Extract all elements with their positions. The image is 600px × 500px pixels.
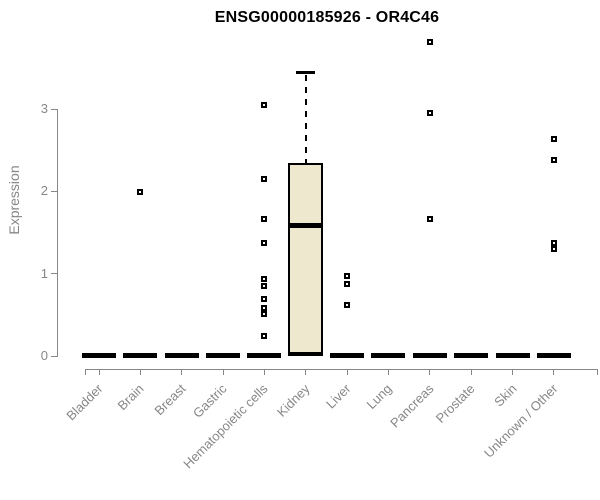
- x-axis-tick: [387, 369, 389, 375]
- zero-value-box: [536, 352, 571, 358]
- chart-title: ENSG00000185926 - OR4C46: [214, 9, 440, 26]
- zero-value-box: [495, 352, 530, 358]
- x-axis-end-tick: [597, 369, 598, 375]
- y-axis-tick-label: 0: [40, 348, 48, 363]
- outlier-point: [137, 189, 144, 196]
- outlier-point: [261, 215, 268, 222]
- zero-value-box: [454, 352, 489, 358]
- x-axis-tick: [98, 369, 100, 375]
- outlier-point: [550, 157, 557, 164]
- x-axis-tick: [139, 369, 141, 375]
- zero-value-box: [371, 352, 406, 358]
- zero-value-box: [164, 352, 199, 358]
- outlier-point: [344, 273, 351, 280]
- y-axis-tick: [51, 273, 57, 275]
- x-axis-tick: [305, 369, 307, 375]
- outlier-point: [426, 215, 433, 222]
- outlier-point: [344, 281, 351, 288]
- whisker-cap: [296, 71, 316, 75]
- outlier-point: [261, 305, 268, 312]
- x-axis-tick: [263, 369, 265, 375]
- outlier-point: [261, 283, 268, 290]
- outlier-point: [261, 311, 268, 317]
- x-axis-tick: [470, 369, 472, 375]
- outlier-point: [261, 175, 268, 182]
- whisker-line: [304, 74, 307, 164]
- x-axis-tick: [553, 369, 555, 375]
- outlier-point: [550, 135, 557, 142]
- zero-value-box: [123, 352, 158, 358]
- x-axis-tick: [512, 369, 513, 375]
- x-axis-line: [85, 369, 598, 370]
- outlier-point: [344, 301, 351, 308]
- outlier-point: [261, 296, 268, 303]
- y-axis-tick-label: 2: [40, 183, 48, 199]
- x-axis-end-tick: [85, 369, 86, 375]
- x-axis-tick: [429, 369, 431, 375]
- outlier-point: [261, 101, 268, 108]
- zero-value-box: [247, 352, 282, 358]
- y-axis-tick-label: 3: [40, 101, 48, 116]
- outlier-point: [426, 39, 433, 46]
- y-axis-label: Expression: [6, 165, 22, 235]
- zero-value-box: [82, 352, 116, 358]
- x-axis-tick: [181, 369, 183, 375]
- outlier-point: [261, 333, 268, 340]
- zero-value-box: [206, 352, 241, 358]
- y-axis-tick-label: 1: [40, 265, 48, 281]
- outlier-point: [550, 240, 557, 247]
- zero-value-box: [412, 352, 447, 358]
- x-axis-tick: [222, 369, 224, 375]
- y-axis-tick: [51, 108, 57, 110]
- box: [288, 163, 324, 356]
- y-axis-tick: [51, 355, 57, 357]
- outlier-point: [261, 275, 268, 282]
- outlier-point: [426, 110, 433, 117]
- zero-value-box: [330, 352, 365, 358]
- outlier-point: [550, 245, 557, 252]
- median-line: [288, 222, 324, 228]
- x-axis-tick: [346, 369, 348, 375]
- y-axis-tick: [51, 190, 57, 192]
- outlier-point: [261, 240, 268, 247]
- y-axis-line: [57, 109, 58, 357]
